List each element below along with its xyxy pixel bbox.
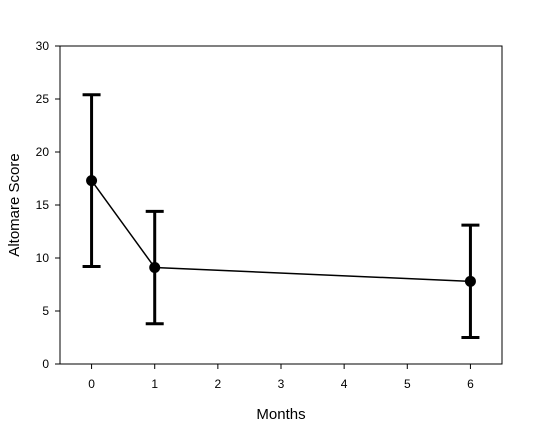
x-tick-label: 5 [404, 377, 411, 391]
x-tick-label: 6 [467, 377, 474, 391]
y-tick-label: 0 [42, 357, 49, 371]
data-point [149, 262, 161, 274]
x-tick-label: 3 [278, 377, 285, 391]
data-point [464, 275, 476, 287]
series-line [90, 180, 471, 283]
x-axis-ticks: 0 1 2 3 4 5 6 [88, 364, 474, 391]
y-tick-label: 10 [36, 251, 50, 265]
y-tick-label: 25 [36, 92, 50, 106]
plot-frame [59, 45, 503, 365]
y-axis-ticks: 0 5 10 15 20 25 30 [36, 39, 60, 371]
x-tick-label: 1 [151, 377, 158, 391]
y-tick-label: 30 [36, 39, 50, 53]
x-tick-label: 0 [88, 377, 95, 391]
x-tick-label: 2 [215, 377, 222, 391]
y-tick-label: 20 [36, 145, 50, 159]
x-tick-label: 4 [341, 377, 348, 391]
y-tick-label: 5 [42, 304, 49, 318]
x-axis-label: Months [256, 406, 305, 423]
y-axis-label: Altomare Score [6, 153, 23, 256]
series-layer [82, 93, 480, 339]
data-point [86, 175, 98, 187]
y-tick-label: 15 [36, 198, 50, 212]
